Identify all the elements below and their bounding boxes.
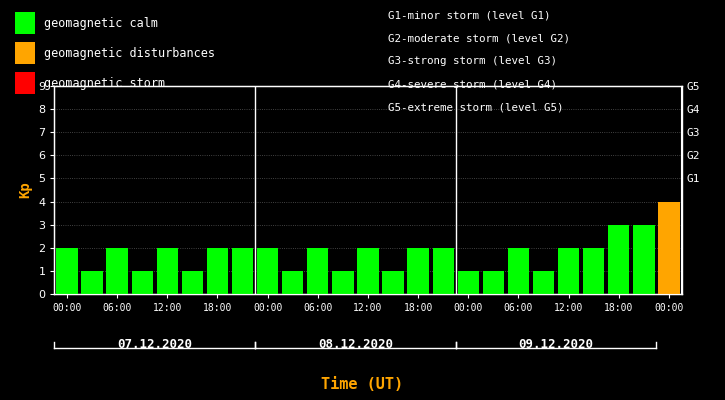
Bar [633, 225, 655, 294]
Text: Time (UT): Time (UT) [321, 377, 404, 392]
Text: G2-moderate storm (level G2): G2-moderate storm (level G2) [388, 33, 570, 43]
Text: 09.12.2020: 09.12.2020 [518, 338, 594, 351]
Bar [57, 248, 78, 294]
Text: G5-extreme storm (level G5): G5-extreme storm (level G5) [388, 103, 563, 113]
Bar [257, 248, 278, 294]
Bar [533, 271, 554, 294]
Bar [382, 271, 404, 294]
Bar [583, 248, 605, 294]
Text: G3-strong storm (level G3): G3-strong storm (level G3) [388, 56, 557, 66]
Bar [357, 248, 378, 294]
Bar [307, 248, 328, 294]
Bar [207, 248, 228, 294]
Text: geomagnetic storm: geomagnetic storm [44, 76, 165, 90]
Text: G1-minor storm (level G1): G1-minor storm (level G1) [388, 10, 550, 20]
Bar [483, 271, 504, 294]
Text: geomagnetic disturbances: geomagnetic disturbances [44, 46, 215, 60]
Bar [457, 271, 479, 294]
Y-axis label: Kp: Kp [19, 182, 33, 198]
Text: geomagnetic calm: geomagnetic calm [44, 16, 157, 30]
Bar [182, 271, 203, 294]
Bar [332, 271, 354, 294]
Bar [81, 271, 103, 294]
Bar [407, 248, 428, 294]
Bar [608, 225, 629, 294]
Bar [433, 248, 454, 294]
Text: G4-severe storm (level G4): G4-severe storm (level G4) [388, 80, 557, 90]
Bar [107, 248, 128, 294]
Bar [232, 248, 253, 294]
Bar [157, 248, 178, 294]
Text: 07.12.2020: 07.12.2020 [117, 338, 192, 351]
Bar [507, 248, 529, 294]
Bar [282, 271, 303, 294]
Text: 08.12.2020: 08.12.2020 [318, 338, 393, 351]
Bar [558, 248, 579, 294]
Bar [658, 202, 679, 294]
Bar [131, 271, 153, 294]
